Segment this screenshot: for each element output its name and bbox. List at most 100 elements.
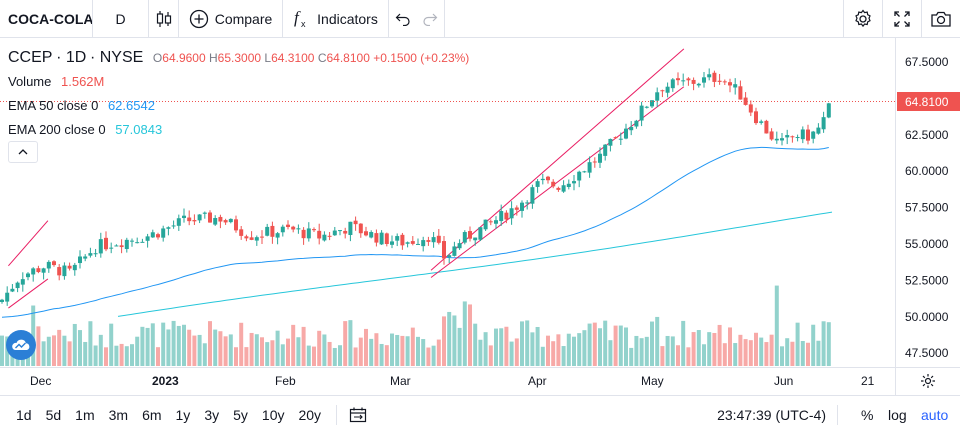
volume-bar (494, 328, 498, 366)
candle-body (821, 117, 826, 130)
candle-body (5, 292, 10, 302)
range-5d[interactable]: 5d (45, 406, 62, 423)
volume-bar (535, 326, 540, 366)
candle-body (156, 234, 160, 238)
volume-bar (166, 329, 171, 366)
undo-button[interactable] (388, 0, 416, 38)
volume-bar (78, 330, 82, 366)
fullscreen-button[interactable] (882, 0, 921, 38)
clock-timezone[interactable]: 23:47:39 (UTC-4) (717, 407, 826, 423)
candle-body (473, 237, 478, 241)
volume-bar (260, 337, 264, 366)
legend-low: 64.3100 (271, 51, 315, 65)
legend-exchange: NYSE (99, 49, 144, 66)
volume-bar (98, 334, 103, 366)
candle-body (598, 153, 602, 163)
volume-bar (826, 322, 831, 366)
tradingview-logo[interactable] (6, 330, 36, 360)
axis-settings-icon[interactable] (920, 373, 936, 389)
legend-collapse-button[interactable] (8, 141, 38, 163)
price-axis[interactable]: 67.500065.000062.500060.000057.500055.00… (905, 55, 949, 360)
candle-body (327, 235, 332, 237)
range-1d[interactable]: 1d (16, 406, 32, 423)
volume-bar (426, 347, 431, 366)
indicators-button[interactable]: f x Indicators (282, 0, 388, 38)
compare-button[interactable]: Compare (178, 0, 282, 38)
log-scale-toggle[interactable]: log (888, 407, 907, 423)
legend-volume-row[interactable]: Volume 1.562M (8, 70, 469, 94)
channel-line[interactable] (8, 220, 49, 267)
channel-line[interactable] (430, 48, 685, 271)
volume-bar (795, 322, 800, 366)
range-10y[interactable]: 10y (261, 406, 285, 423)
volume-bar (785, 338, 790, 366)
price-chart[interactable]: 67.500065.000062.500060.000057.500055.00… (0, 38, 960, 367)
ema200-line (117, 211, 833, 317)
snapshot-button[interactable] (921, 0, 960, 38)
legend-ema200-row[interactable]: EMA 200 close 0 57.0843 (8, 118, 469, 142)
candle-body (41, 268, 46, 273)
candle-body (478, 227, 483, 240)
candle-body (743, 97, 748, 105)
candle-body (124, 239, 129, 250)
volume-bar (0, 335, 4, 366)
volume-bar (670, 336, 675, 366)
candle-body (343, 230, 348, 234)
volume-bar (223, 336, 228, 366)
symbol-search[interactable]: COCA-COLA (8, 10, 92, 27)
range-1m[interactable]: 1m (75, 406, 95, 423)
volume-bar (556, 334, 561, 366)
settings-button[interactable] (843, 0, 882, 38)
time-label-dec: Dec (30, 374, 52, 388)
chevron-up-icon (18, 149, 28, 155)
volume-bar (478, 339, 483, 366)
volume-bar (561, 346, 566, 366)
volume-bar (254, 334, 259, 366)
time-axis[interactable]: Dec 2023 Feb Mar Apr May Jun 21 (0, 367, 960, 396)
candle-body (223, 220, 228, 223)
range-5y[interactable]: 5y (233, 406, 248, 423)
candle-body (0, 299, 4, 302)
candle-body (104, 237, 108, 250)
volume-bar (270, 340, 275, 366)
price-tick-label: 67.5000 (905, 55, 949, 69)
candle-body (270, 225, 275, 237)
redo-button[interactable] (416, 0, 444, 38)
volume-bar (67, 341, 72, 366)
chart-style-button[interactable] (148, 0, 178, 38)
price-tick-label: 50.0000 (905, 310, 949, 324)
legend-open: 64.9600 (162, 51, 206, 65)
legend-ticker[interactable]: CCEP (8, 49, 53, 66)
volume-bar (660, 346, 665, 366)
candle-body (707, 74, 712, 78)
volume-bar (109, 323, 114, 366)
volume-bar (800, 341, 805, 366)
volume-bar (702, 344, 706, 366)
volume-bar (46, 336, 51, 366)
candle-body (301, 229, 306, 239)
range-20y[interactable]: 20y (298, 406, 322, 423)
candle-body (260, 236, 264, 238)
candle-body (514, 207, 519, 210)
channel-line[interactable] (8, 278, 49, 309)
volume-bar (821, 321, 826, 366)
volume-bar (291, 324, 296, 366)
volume-bar (676, 345, 680, 366)
redo-icon (423, 13, 438, 26)
auto-scale-toggle[interactable]: auto (921, 407, 949, 423)
percent-scale-toggle[interactable]: % (861, 407, 874, 423)
volume-bar (228, 334, 233, 366)
candle-body (509, 208, 514, 219)
range-3m[interactable]: 3m (108, 406, 129, 423)
calendar-range-icon[interactable] (349, 406, 367, 424)
volume-bar (764, 342, 769, 366)
candle-body (358, 223, 363, 234)
range-1y[interactable]: 1y (175, 406, 191, 423)
interval-button[interactable]: D (92, 0, 148, 38)
range-3y[interactable]: 3y (204, 406, 220, 423)
candle-body (733, 84, 738, 88)
candle-body (618, 138, 623, 140)
range-6m[interactable]: 6m (142, 406, 162, 423)
legend-ema50-row[interactable]: EMA 50 close 0 62.6542 (8, 94, 469, 118)
candle-body (546, 176, 550, 181)
